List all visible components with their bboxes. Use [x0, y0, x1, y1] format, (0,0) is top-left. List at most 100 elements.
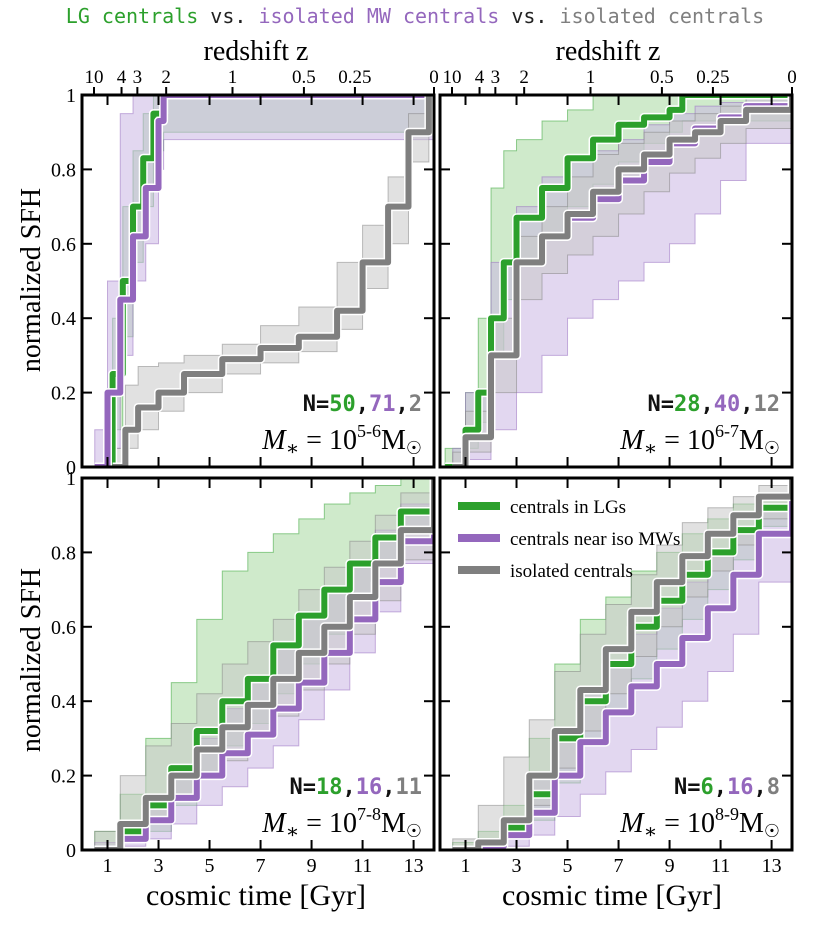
mass-base: = 10 [657, 808, 715, 839]
z-tick-label: 3 [491, 67, 501, 88]
mass-range-label: M∗ = 105-6M☉ [261, 421, 422, 460]
z-tick-label: 0 [429, 67, 439, 88]
n-count-label: N=28,40,12 [648, 392, 781, 417]
n-value-lg: 18 [316, 775, 343, 800]
ylabel-bottom: normalized SFH [16, 568, 47, 752]
mass-base: = 10 [299, 808, 357, 839]
x-tick-label: 5 [205, 855, 215, 877]
mass-base: = 10 [299, 425, 357, 456]
mass-symbol: M [619, 808, 645, 839]
plot-area [444, 95, 792, 467]
z-tick-label: 10 [442, 67, 461, 88]
x-tick-label: 13 [762, 855, 782, 877]
y-tick-label: 0.4 [51, 691, 76, 713]
mass-sun-subscript: ☉ [406, 438, 422, 458]
mass-unit: M [381, 425, 406, 456]
title-iso: isolated centrals [560, 4, 765, 28]
n-prefix: N= [648, 392, 675, 417]
mass-subscript: ∗ [644, 821, 658, 843]
n-value-mw: 40 [714, 392, 741, 417]
z-tick-label: 1 [228, 67, 238, 88]
y-tick-label: 0 [66, 840, 76, 862]
xlabel-left: cosmic time [Gyr] [146, 879, 366, 912]
panel-frame [438, 476, 794, 852]
top-xlabel-right: redshift z [556, 36, 661, 67]
plot-area [94, 95, 434, 467]
x-tick-label: 11 [353, 855, 372, 877]
title-sep-1: vs. [198, 4, 258, 28]
z-tick-label: 0 [787, 67, 797, 88]
n-count-label: N=50,71,2 [303, 392, 422, 417]
mass-sun-subscript: ☉ [764, 821, 780, 841]
mass-exponent: 5-6 [357, 421, 381, 441]
y-tick-label: 0.6 [51, 234, 76, 256]
y-tick-label: 0.2 [51, 766, 76, 788]
y-tick-label: 0.8 [51, 542, 76, 564]
panel-top-right: 10 4 3 2 1 0.5 0.25 0N=28,40,12M∗ = 106-7M☉ [438, 67, 797, 469]
n-value-lg: 28 [674, 392, 701, 417]
n-value-lg: 50 [329, 392, 356, 417]
title-sep-2: vs. [499, 4, 559, 28]
n-comma: , [701, 392, 714, 417]
n-comma: , [740, 392, 753, 417]
median-line-centrals-near-iso-mws [452, 478, 792, 850]
panel-bottom-right: 1 3 5 7 9 11 13N=6,16,8M∗ = 108-9M☉ [438, 476, 794, 877]
x-tick-label: 3 [512, 855, 522, 877]
n-count-label: N=6,16,8 [674, 775, 780, 800]
median-line-isolated-centrals [452, 95, 792, 467]
y-tick-label: 0.2 [51, 383, 76, 405]
x-tick-label: 1 [103, 855, 113, 877]
mass-unit: M [381, 808, 406, 839]
n-comma: , [356, 392, 369, 417]
n-comma: , [714, 775, 727, 800]
mass-base: = 10 [657, 425, 715, 456]
x-tick-label: 7 [256, 855, 266, 877]
figure-title: LG centrals vs. isolated MW centrals vs.… [66, 4, 764, 28]
mass-unit: M [739, 425, 764, 456]
top-xlabel-left: redshift z [204, 36, 309, 67]
y-tick-label: 1 [66, 85, 76, 107]
n-value-mw: 16 [356, 775, 383, 800]
x-tick-label: 3 [154, 855, 164, 877]
z-tick-label: 0.25 [696, 67, 729, 88]
mass-range-label: M∗ = 108-9M☉ [619, 804, 780, 843]
mass-unit: M [739, 808, 764, 839]
x-tick-label: 9 [665, 855, 675, 877]
n-count-label: N=18,16,11 [290, 775, 423, 800]
z-tick-label: 4 [117, 67, 127, 88]
n-prefix: N= [303, 392, 330, 417]
n-value-iso: 2 [409, 392, 422, 417]
n-value-mw: 71 [369, 392, 396, 417]
median-line-isolated-centrals [94, 478, 434, 850]
z-tick-label: 4 [475, 67, 485, 88]
n-prefix: N= [290, 775, 317, 800]
n-prefix: N= [674, 775, 701, 800]
n-comma: , [382, 775, 395, 800]
title-lg: LG centrals [66, 4, 198, 28]
n-comma: , [343, 775, 356, 800]
mass-subscript: ∗ [644, 438, 658, 460]
mass-symbol: M [261, 425, 287, 456]
median-line-isolated-centrals [112, 95, 432, 467]
mass-subscript: ∗ [286, 438, 300, 460]
x-tick-label: 13 [404, 855, 424, 877]
z-tick-label: 0.5 [650, 67, 674, 88]
x-tick-label: 9 [307, 855, 317, 877]
x-tick-label: 5 [563, 855, 573, 877]
n-comma: , [754, 775, 767, 800]
panel-frame [80, 476, 436, 852]
x-tick-label: 1 [461, 855, 471, 877]
mass-exponent: 7-8 [357, 804, 381, 824]
n-value-iso: 12 [754, 392, 781, 417]
panel-frame [438, 93, 794, 469]
mass-exponent: 6-7 [715, 421, 739, 441]
z-tick-label: 2 [519, 67, 529, 88]
ylabel-top: normalized SFH [16, 188, 47, 372]
xlabel-right: cosmic time [Gyr] [502, 879, 722, 912]
mass-subscript: ∗ [286, 821, 300, 843]
band-centrals-near-iso-mws [94, 95, 434, 467]
plot-area [94, 478, 434, 850]
